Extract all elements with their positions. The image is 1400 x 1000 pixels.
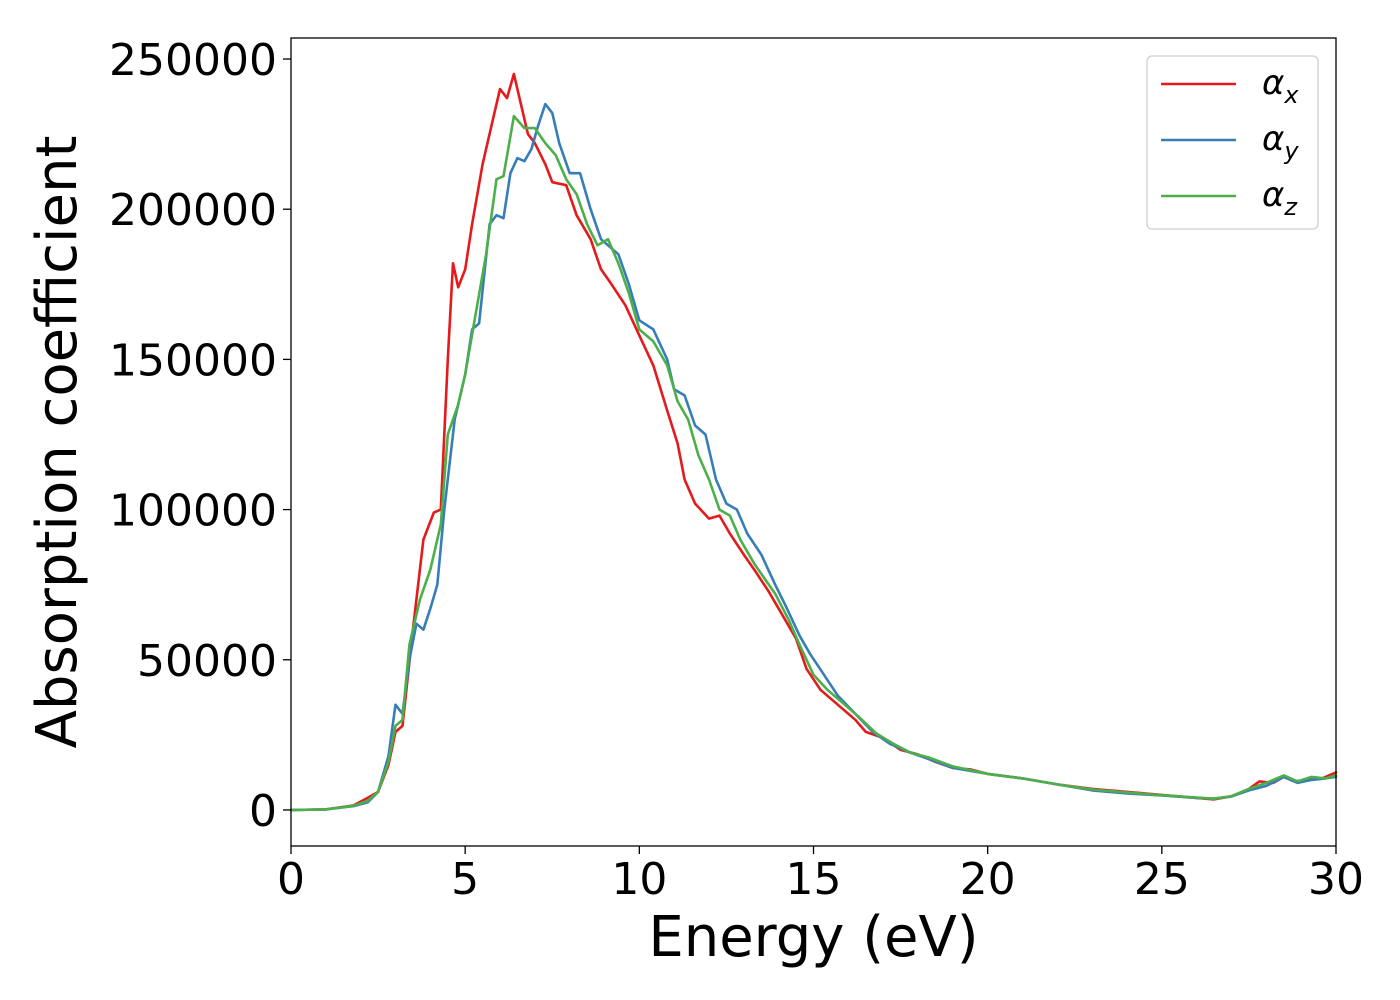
y-tick-label: 50000	[137, 636, 277, 687]
y-axis: 0 50000 100000 150000 200000 250000	[109, 35, 291, 837]
legend-label-alpha-y: αy	[1262, 119, 1299, 165]
series-layer	[289, 72, 1338, 812]
x-tick-label: 10	[611, 854, 667, 905]
x-axis: 0 5 10 15 20 25 30	[277, 846, 1364, 905]
legend-label-alpha-x: αx	[1262, 63, 1299, 109]
legend-box	[1146, 55, 1319, 230]
y-tick-label: 200000	[109, 185, 277, 236]
y-tick-label: 100000	[109, 486, 277, 537]
x-tick-label: 15	[786, 854, 842, 905]
x-tick-label: 30	[1308, 854, 1364, 905]
y-tick-label: 150000	[109, 335, 277, 386]
x-tick-label: 25	[1134, 854, 1190, 905]
legend-label-alpha-z: αz	[1262, 175, 1298, 221]
x-tick-label: 20	[960, 854, 1016, 905]
y-tick-label: 250000	[109, 35, 277, 86]
x-tick-label: 0	[277, 854, 305, 905]
legend: αx αy αz	[1146, 55, 1319, 230]
x-tick-label: 5	[451, 854, 479, 905]
y-tick-label: 0	[249, 786, 277, 837]
series-line-alpha-z	[289, 114, 1338, 812]
y-axis-title: Absorption coefficient	[25, 136, 90, 749]
x-axis-title: Energy (eV)	[648, 905, 978, 970]
